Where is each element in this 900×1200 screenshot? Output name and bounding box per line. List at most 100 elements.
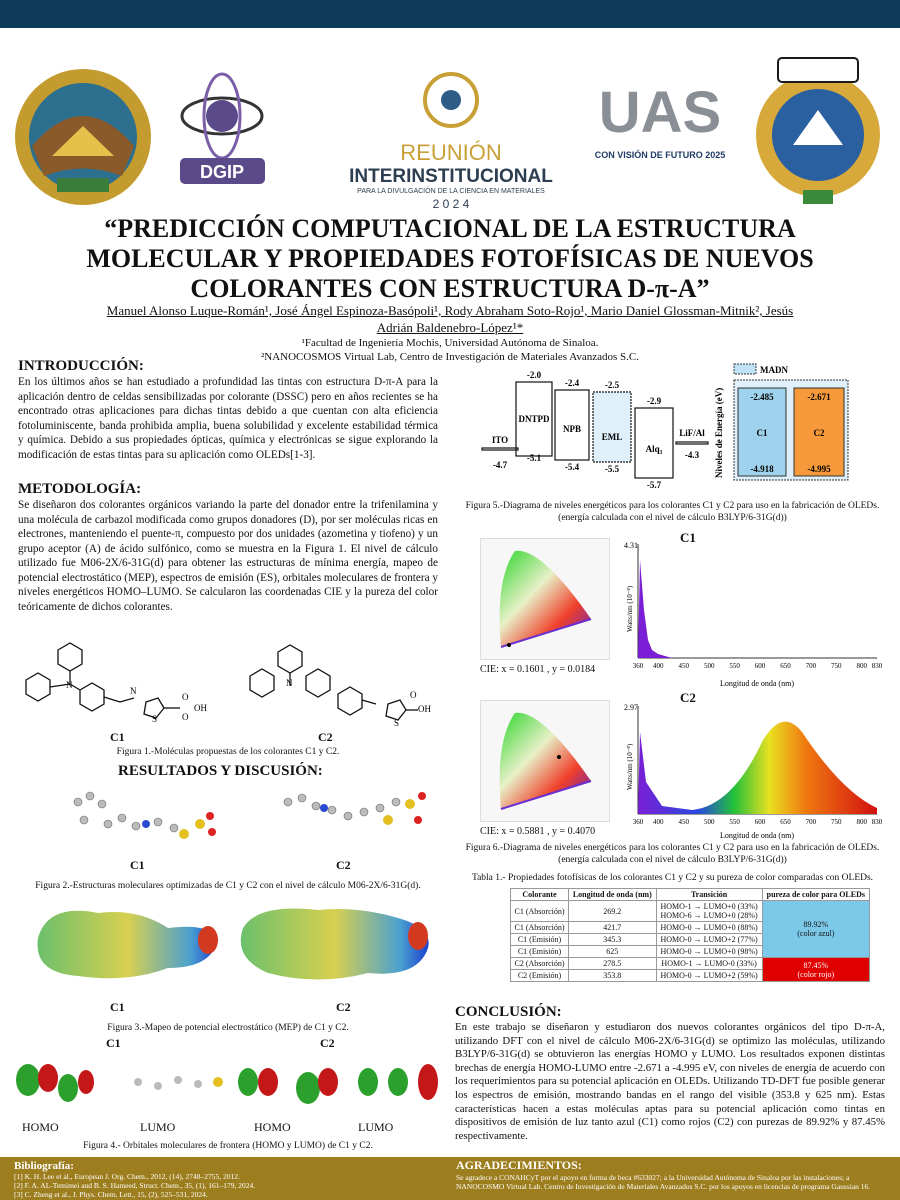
fig5-layer-ito: ITO (492, 435, 508, 445)
fig1-o-c2: O (410, 690, 417, 700)
uas-seal-logo (12, 66, 154, 208)
fig5-layer-lif: LiF/Al (679, 428, 705, 438)
cie-diagram-c2 (480, 700, 610, 822)
cell-transicion: HOMO-0 → LUMO+2 (77%) (655, 933, 763, 946)
fig1-n-c1: N (66, 680, 73, 690)
reunion-text-2: INTERINSTITUCIONAL (349, 166, 553, 187)
affiliation-2: ²NANOCOSMOS Virtual Lab, Centro de Inves… (260, 351, 639, 363)
fig5-caption: Figura 5.-Diagrama de niveles energético… (455, 500, 890, 524)
purity-red: 87.45% (803, 960, 829, 970)
authors: Manuel Alonso Luque-Román¹, José Ángel E… (100, 302, 800, 336)
cell-wl: 421.7 (568, 921, 657, 934)
table-row: C1 (Absorción) 421.7 HOMO-0 → LUMO+0 (88… (509, 921, 870, 934)
fig6-c2-xlabel: Longitud de onda (nm) (720, 831, 794, 840)
fig3-label-c1: C1 (110, 1000, 125, 1014)
purity-blue-sub: (color azul) (797, 929, 835, 938)
fig5-layer-npb: NPB (563, 424, 581, 434)
reunion-text-3: PARA LA DIVULGACIÓN DE LA CIENCIA EN MAT… (357, 186, 545, 195)
cie-diagram-c1 (480, 538, 610, 660)
fig4-homo-c1: HOMO (22, 1120, 59, 1134)
fig5-caption-2: (energía calculada con el nivel de cálcu… (558, 513, 787, 523)
dgip-logo: DGIP (170, 66, 275, 190)
cell-transicion: HOMO-0 → LUMO+2 (59%) (655, 969, 763, 982)
cell-wl: 278.5 (568, 957, 657, 970)
fig4-homo-c2: HOMO (254, 1120, 291, 1134)
tick-label: 400 (653, 662, 664, 670)
tick-label: 800 (856, 662, 867, 670)
table-row: C1 (Emisión) 345.3 HOMO-0 → LUMO+2 (77%) (509, 933, 870, 946)
cell-transicion: HOMO-0 → LUMO+0 (88%) (655, 921, 763, 934)
fig5-c1-homo: -4.918 (750, 464, 774, 474)
fig2-label-c2: C2 (336, 858, 351, 872)
molecules-drawing: N N S O O OH N S O OH (25, 642, 431, 728)
fig5-alq-bottom: -5.7 (647, 480, 662, 490)
fig1-label-c1: C1 (110, 730, 125, 744)
tick-label: 600 (755, 662, 766, 670)
agradecimientos-text: Se agradece a CONAHCyT por el apoyo en f… (456, 1173, 871, 1191)
cell-transicion: HOMO-1 → LUMO+0 (33%) HOMO-6 → LUMO+0 (28… (655, 900, 763, 922)
tick-label: 830 (872, 662, 883, 670)
figure-2: C1 C2 (18, 782, 438, 872)
tick-label: 830 (872, 818, 883, 826)
fig6-caption-1: Figura 6.-Diagrama de niveles energético… (465, 843, 880, 853)
fig6-c2-ymax: 2.97 (624, 703, 638, 712)
affiliations: ¹Facultad de Ingeniería Mochis, Universi… (150, 336, 750, 364)
conclusion-title: CONCLUSIÓN: (455, 1004, 562, 1020)
fig1-o2-c1: O (182, 712, 189, 722)
fig5-c2-homo: -4.995 (807, 464, 831, 474)
fig6-c1-title: C1 (680, 530, 696, 545)
tick-label: 750 (831, 662, 842, 670)
tick-label: 400 (653, 818, 664, 826)
cie-c2-label: CIE: x = 0.5881 , y = 0.4070 (480, 826, 596, 837)
fig2-label-c1: C1 (130, 858, 145, 872)
fig4-label-c2: C2 (320, 1036, 335, 1050)
th-longitud: Longitud de onda (nm) (568, 888, 657, 901)
table-row: C2 (Absorción) 278.5 HOMO-1 → LUMO-0 (33… (509, 957, 871, 982)
tick-label: 360 (633, 662, 644, 670)
tick-label: 700 (806, 818, 817, 826)
tick-label: 750 (831, 818, 842, 826)
agradecimientos-title: AGRADECIMIENTOS: (456, 1158, 582, 1172)
reunion-text-4: 2 0 2 4 (433, 197, 470, 210)
intro-text: En los últimos años se han estudiado a p… (18, 376, 438, 461)
fig5-ylabel: Niveles de Energía (eV) (714, 388, 724, 478)
fig1-oh-c1: OH (194, 703, 207, 713)
fig1-label-c2: C2 (318, 730, 333, 744)
fig1-caption: Figura 1.-Moléculas propuestas de los co… (116, 747, 340, 757)
cell-wl: 269.2 (568, 900, 657, 922)
footer: Bibliografía: [1] K. H. Lee et al., Euro… (0, 1157, 900, 1200)
cell-wl: 625 (568, 945, 657, 958)
tick-label: 450 (679, 662, 690, 670)
table-row: C2 (Emisión) 353.8 HOMO-0 → LUMO+2 (59%) (509, 969, 870, 982)
photophysics-table: Colorante Longitud de onda (nm) Transici… (509, 888, 871, 982)
cell-wl: 345.3 (568, 933, 657, 946)
optimized-structures (73, 791, 426, 839)
fig5-alq-top: -2.9 (647, 396, 662, 406)
fig4-lumo-c1: LUMO (140, 1120, 176, 1134)
facultad-mochis-logo (748, 50, 888, 215)
intro-section: INTRODUCCIÓN: En los últimos años se han… (18, 358, 438, 462)
fig5-npb-top: -2.4 (565, 378, 580, 388)
table-caption: Tabla 1.- Propiedades fotofísicas de los… (471, 873, 874, 883)
fig6-caption-2: (energía calculada con el nivel de cálcu… (558, 855, 787, 865)
tick-label: 550 (729, 662, 740, 670)
figure-4: C1 C2 HOMO LUMO HOMO LUMO (8, 1036, 448, 1136)
th-colorante: Colorante (509, 888, 570, 901)
metodologia-section: METODOLOGÍA: Se diseñaron dos colorantes… (18, 481, 438, 614)
table-row: C1 (Emisión) 625 HOMO-0 → LUMO+0 (98%) (509, 945, 870, 958)
cell-colorante: C1 (Absorción) (509, 900, 570, 922)
conclusion-text: En este trabajo se diseñaron y estudiaro… (455, 1021, 885, 1142)
fig6-caption: Figura 6.-Diagrama de niveles energético… (455, 842, 890, 866)
title-line-3: COLORANTES CON ESTRUCTURA D-π-A” (190, 274, 710, 303)
bibliografia: Bibliografía: [1] K. H. Lee et al., Euro… (14, 1160, 434, 1199)
title-line-1: “PREDICCIÓN COMPUTACIONAL DE LA ESTRUCTU… (104, 214, 796, 243)
conclusion-section: CONCLUSIÓN: En este trabajo se diseñaron… (455, 1004, 885, 1143)
figure-1: N N S O O OH N S O OH C1 C2 (18, 640, 438, 755)
fig5-layer-alq: Alq₃ (646, 444, 663, 454)
reunion-text-1: REUNIÓN (400, 140, 501, 165)
tick-label: 500 (704, 662, 715, 670)
fig5-ito-bottom: -4.7 (493, 460, 508, 470)
ref-3: [3] C. Zheng et al., J. Phys. Chem. Lett… (14, 1190, 208, 1199)
cell-colorante: C2 (Absorción) (509, 957, 570, 970)
tick-label: 650 (780, 818, 791, 826)
